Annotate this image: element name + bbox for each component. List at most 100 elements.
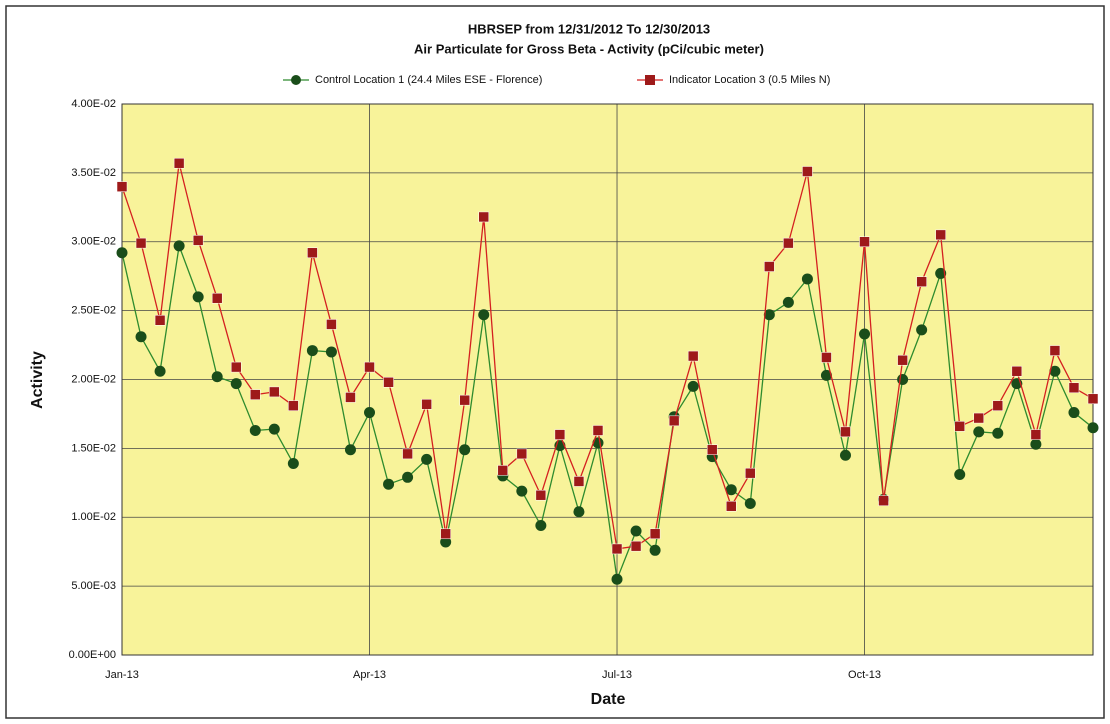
data-point [192,291,204,303]
data-point [878,495,889,506]
data-point [801,273,813,285]
data-point [364,361,375,373]
data-point [649,544,661,556]
data-point [726,500,737,512]
data-point [1011,365,1023,377]
data-point [859,236,870,247]
data-point [859,328,871,340]
y-tick-label: 3.00E-02 [71,236,116,248]
data-point [1087,393,1099,405]
data-point [802,166,813,177]
data-point [516,448,528,460]
data-point [383,377,394,388]
data-point [1068,382,1080,394]
data-point [116,181,128,192]
data-point [573,476,585,487]
data-point [344,444,356,456]
data-point [287,458,299,470]
data-point [839,449,851,461]
data-point [630,525,642,537]
data-point [1068,407,1080,419]
data-point [592,425,604,436]
data-point [573,506,585,518]
data-point [745,467,756,479]
y-tick-label: 2.50E-02 [71,305,116,317]
data-point [440,528,451,540]
data-point [649,528,661,540]
data-point [230,378,242,390]
legend-marker [291,75,301,85]
data-point [250,389,261,400]
data-point [764,261,775,272]
data-point [535,520,547,532]
data-point [325,346,337,358]
data-point [421,399,432,410]
data-point [916,324,928,336]
data-point [554,429,566,440]
series-line [121,243,1094,582]
data-point [440,536,452,548]
data-point [345,392,356,403]
data-point [992,427,1004,439]
y-tick-label: 1.00E-02 [71,511,116,523]
data-point [459,394,470,406]
data-point [687,350,699,362]
data-point [935,229,946,241]
data-point [288,400,299,411]
data-point [478,309,490,321]
data-point [307,247,318,259]
plot-border [121,103,1094,656]
chart-subtitle: Air Particulate for Gross Beta - Activit… [414,41,764,56]
x-axis-label: Date [591,691,626,708]
data-point [306,345,318,357]
data-point [154,365,166,377]
x-tick-label: Apr-13 [353,669,386,681]
data-point [935,267,947,279]
data-point [725,484,737,496]
data-point [459,444,471,456]
data-point [116,247,128,259]
data-point [173,240,185,252]
data-point [402,448,413,460]
data-point [821,352,832,363]
data-point [1049,365,1061,377]
data-point [269,386,280,398]
data-point [687,380,699,392]
data-point [1030,438,1042,450]
data-point [706,444,718,456]
data-point [173,157,185,169]
data-point [763,309,775,321]
data-point [916,276,927,287]
data-point [154,315,166,326]
y-tick-label: 4.00E-02 [71,98,116,110]
chart-title: HBRSEP from 12/31/2012 To 12/30/2013 [468,21,710,36]
data-point [535,489,547,501]
data-point [992,400,1004,411]
y-tick-label: 2.00E-02 [71,373,116,385]
data-point [1087,422,1099,434]
data-point [421,453,433,465]
y-tick-label: 5.00E-03 [71,580,116,592]
y-axis-label: Activity [29,351,46,409]
legend-label: Indicator Location 3 (0.5 Miles N) [669,74,830,86]
data-point [383,478,395,490]
y-tick-label: 3.50E-02 [71,167,116,179]
data-point [630,540,642,552]
y-tick-label: 0.00E+00 [69,649,116,661]
data-point [973,426,985,438]
data-point [783,237,794,249]
data-point [954,469,966,481]
data-point [973,412,985,424]
data-point [744,497,756,509]
x-tick-label: Jan-13 [105,669,139,681]
y-tick-label: 1.50E-02 [71,442,116,454]
series-line [121,163,1094,550]
data-point [782,296,794,308]
data-point [268,423,280,435]
data-point [478,211,489,223]
legend-marker [645,75,655,85]
data-point [211,292,223,304]
data-point [497,465,509,476]
